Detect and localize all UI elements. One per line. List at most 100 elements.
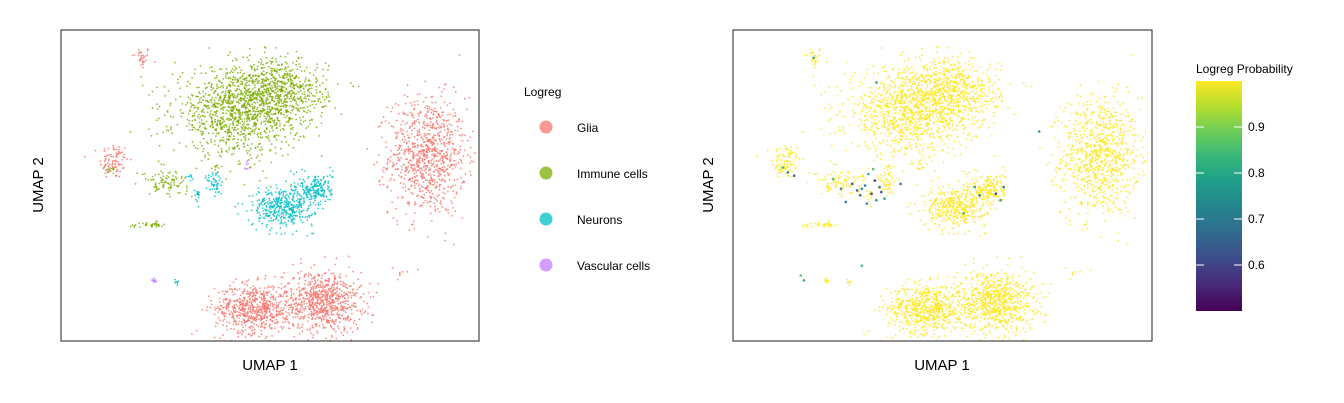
scatter-point <box>235 278 237 281</box>
scatter-point <box>179 191 181 194</box>
scatter-point <box>299 65 302 68</box>
scatter-point <box>424 179 427 181</box>
scatter-point <box>321 82 324 84</box>
scatter-point <box>255 319 257 322</box>
scatter-point <box>155 189 158 192</box>
scatter-point <box>336 281 339 283</box>
scatter-point <box>299 200 301 203</box>
scatter-point <box>435 160 438 162</box>
scatter-point <box>338 288 341 290</box>
scatter-point <box>296 85 298 87</box>
scatter-point <box>266 223 268 226</box>
scatter-point <box>447 173 450 176</box>
scatter-point <box>392 126 395 128</box>
scatter-point <box>316 330 318 332</box>
scatter-point <box>291 75 294 77</box>
scatter-point <box>283 203 285 206</box>
scatter-point <box>261 73 263 75</box>
scatter-point <box>240 99 243 102</box>
scatter-point <box>411 146 414 149</box>
scatter-point <box>292 189 295 192</box>
scatter-point <box>189 98 192 101</box>
scatter-point <box>158 144 161 147</box>
scatter-point <box>284 194 287 197</box>
scatter-point <box>455 120 458 123</box>
scatter-point <box>327 91 330 94</box>
scatter-point <box>262 321 265 324</box>
scatter-point <box>321 111 323 114</box>
scatter-point <box>267 214 269 217</box>
scatter-point <box>276 127 278 129</box>
scatter-point <box>220 91 223 94</box>
scatter-point <box>225 143 228 145</box>
scatter-point <box>229 77 232 80</box>
scatter-point <box>474 152 476 155</box>
scatter-point <box>265 213 268 216</box>
scatter-point <box>218 97 221 100</box>
scatter-point <box>324 286 326 289</box>
scatter-point <box>336 300 339 303</box>
scatter-point <box>395 162 398 165</box>
scatter-point <box>287 195 290 198</box>
scatter-point <box>83 155 86 158</box>
scatter-point <box>433 181 436 184</box>
scatter-point <box>237 113 240 115</box>
scatter-point <box>236 78 239 80</box>
scatter-point <box>400 149 403 152</box>
scatter-point <box>235 323 238 326</box>
scatter-point <box>293 173 295 176</box>
scatter-point <box>215 132 218 135</box>
scatter-point <box>294 76 297 78</box>
scatter-point <box>295 50 298 53</box>
scatter-point <box>185 190 188 193</box>
scatter-point <box>256 94 258 97</box>
scatter-point <box>395 119 398 122</box>
scatter-point <box>244 113 247 115</box>
scatter-point <box>472 160 475 163</box>
scatter-point <box>259 214 262 217</box>
scatter-point <box>267 121 269 123</box>
scatter-point <box>265 177 267 179</box>
scatter-point <box>280 140 283 143</box>
scatter-point <box>413 122 416 125</box>
scatter-point <box>410 191 413 194</box>
scatter-point <box>299 185 301 187</box>
scatter-point <box>314 191 316 194</box>
scatter-point <box>294 186 296 189</box>
scatter-point <box>260 324 263 326</box>
scatter-point <box>244 336 247 338</box>
scatter-point <box>177 192 179 194</box>
scatter-point <box>170 126 172 129</box>
scatter-point <box>234 307 237 310</box>
scatter-point <box>310 214 313 217</box>
scatter-point <box>263 199 266 202</box>
scatter-point <box>316 189 318 192</box>
scatter-point <box>311 185 314 188</box>
scatter-point <box>430 159 433 162</box>
scatter-point <box>469 161 472 164</box>
scatter-point <box>444 170 446 173</box>
scatter-point <box>256 80 259 82</box>
scatter-point <box>397 153 400 155</box>
scatter-point <box>220 151 223 154</box>
scatter-point <box>148 128 150 131</box>
scatter-point <box>221 165 223 168</box>
scatter-point <box>295 200 298 202</box>
scatter-point <box>360 284 363 287</box>
scatter-point <box>210 88 213 91</box>
scatter-point <box>267 203 269 205</box>
scatter-point <box>107 165 110 167</box>
scatter-point <box>447 129 450 131</box>
scatter-point <box>291 128 294 131</box>
scatter-point <box>319 300 322 302</box>
scatter-point <box>416 165 418 168</box>
scatter-point <box>275 47 277 49</box>
scatter-point <box>252 222 254 225</box>
scatter-point <box>305 192 308 195</box>
scatter-point <box>234 320 237 323</box>
scatter-point <box>270 61 273 63</box>
scatter-point <box>282 316 284 319</box>
scatter-point <box>284 135 286 138</box>
scatter-point <box>322 106 325 109</box>
scatter-point <box>232 120 235 123</box>
